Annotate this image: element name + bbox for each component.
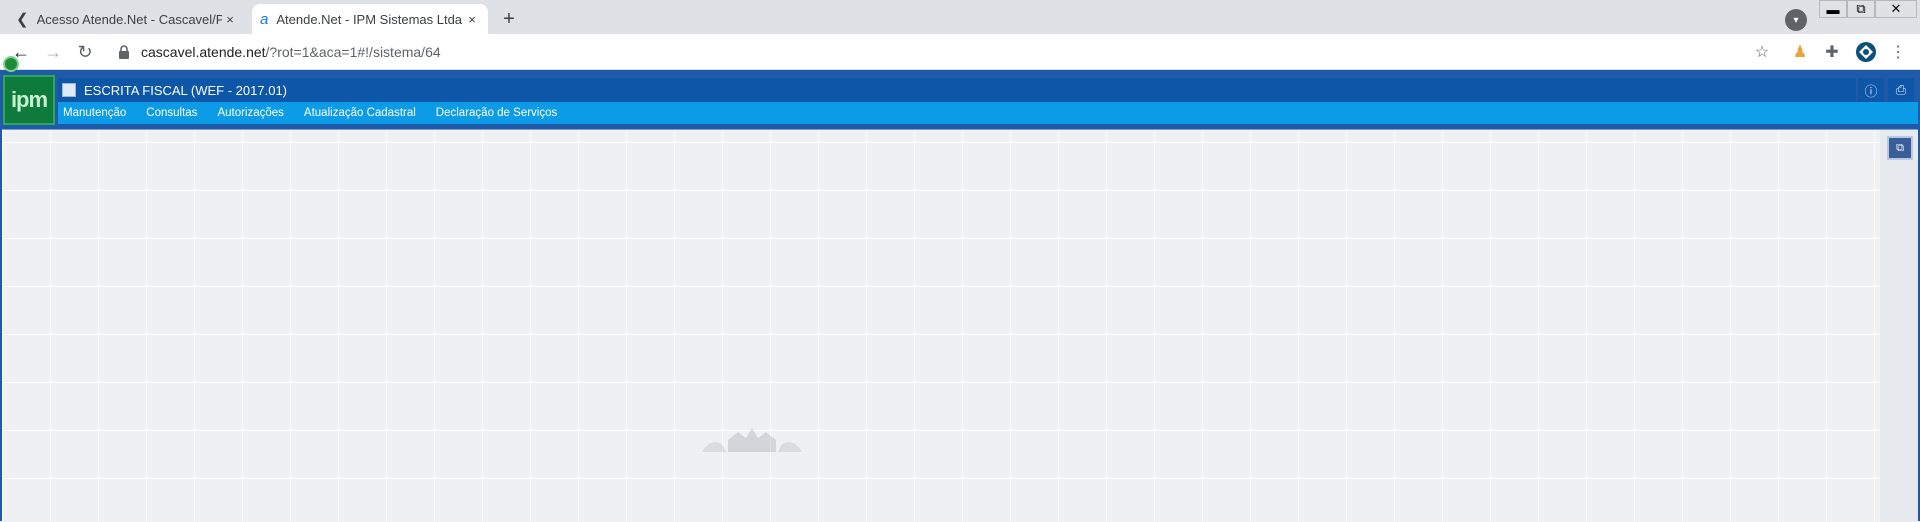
tab-close-icon[interactable]: × <box>468 11 476 27</box>
tab-title: Atende.Net - IPM Sistemas Ltda <box>276 11 463 27</box>
tab-close-icon[interactable]: × <box>226 11 234 27</box>
system-icon <box>62 83 76 97</box>
bookmark-star-icon[interactable]: ☆ <box>1754 44 1770 61</box>
desktop-side-panel: ⧉ <box>1880 130 1918 522</box>
back-icon[interactable]: ← <box>12 41 30 62</box>
info-icon[interactable]: ⓘ <box>1858 78 1884 102</box>
system-title: ESCRITA FISCAL (WEF - 2017.01) <box>84 82 287 98</box>
extension-user-icon[interactable]: ♟ <box>1792 44 1808 61</box>
maximize-button[interactable]: ⧉ <box>1847 0 1875 18</box>
menu-item-autorizacoes[interactable]: Autorizações <box>217 107 284 119</box>
menu-item-atualizacao-cadastral[interactable]: Atualização Cadastral <box>303 107 416 119</box>
ipm-logo[interactable]: ipm <box>3 75 55 125</box>
atende-app: ipm ESCRITA FISCAL (WEF - 2017.01) ⓘ ⎙ M… <box>0 56 1920 522</box>
browser-tab[interactable]: ❮ Acesso Atende.Net - Cascavel/PR × <box>8 4 246 34</box>
tab-title: Acesso Atende.Net - Cascavel/PR <box>36 11 222 27</box>
close-window-button[interactable]: ✕ <box>1875 0 1917 18</box>
city-crest-icon <box>702 428 802 452</box>
browser-toolbar: ← → ↻ cascavel.atende.net/?rot=1&aca=1#!… <box>0 34 1920 70</box>
tab-search-icon[interactable]: ▾ <box>1785 9 1807 31</box>
forward-icon[interactable]: → <box>44 41 62 62</box>
menu-item-manutencao[interactable]: Manutenção <box>63 107 127 119</box>
window-list-icon[interactable]: ⧉ <box>1887 136 1913 160</box>
minimize-button[interactable]: ▬ <box>1819 0 1847 18</box>
browser-tabstrip: ❮ Acesso Atende.Net - Cascavel/PR × a At… <box>0 0 1920 34</box>
url-path: /?rot=1&aca=1#!/sistema/64 <box>265 44 441 60</box>
reload-icon[interactable]: ↻ <box>77 41 93 62</box>
menu-kebab-icon[interactable]: ⋮ <box>1890 44 1906 61</box>
atende-icon: a <box>260 10 269 28</box>
accessibility-icon[interactable] <box>3 56 19 72</box>
menu-item-declaracao-servicos[interactable]: Declaração de Serviços <box>435 107 558 119</box>
address-bar[interactable]: cascavel.atende.net/?rot=1&aca=1#!/siste… <box>141 44 441 60</box>
profile-avatar-icon[interactable] <box>1856 42 1876 62</box>
url-host: cascavel.atende.net <box>141 44 266 60</box>
menu-item-consultas[interactable]: Consultas <box>146 107 198 119</box>
system-title-bar: ESCRITA FISCAL (WEF - 2017.01) <box>58 78 1856 102</box>
chevron-left-icon: ❮ <box>16 11 29 28</box>
print-icon[interactable]: ⎙ <box>1888 78 1914 102</box>
extensions-puzzle-icon[interactable]: ✚ <box>1825 44 1839 61</box>
new-tab-button[interactable]: + <box>503 7 515 30</box>
system-menu-bar: Manutenção Consultas Autorizações Atuali… <box>58 102 1918 124</box>
desktop-area: ⧉ <box>2 129 1918 522</box>
lock-icon <box>119 45 129 59</box>
browser-tab-active[interactable]: a Atende.Net - IPM Sistemas Ltda × <box>252 4 488 34</box>
